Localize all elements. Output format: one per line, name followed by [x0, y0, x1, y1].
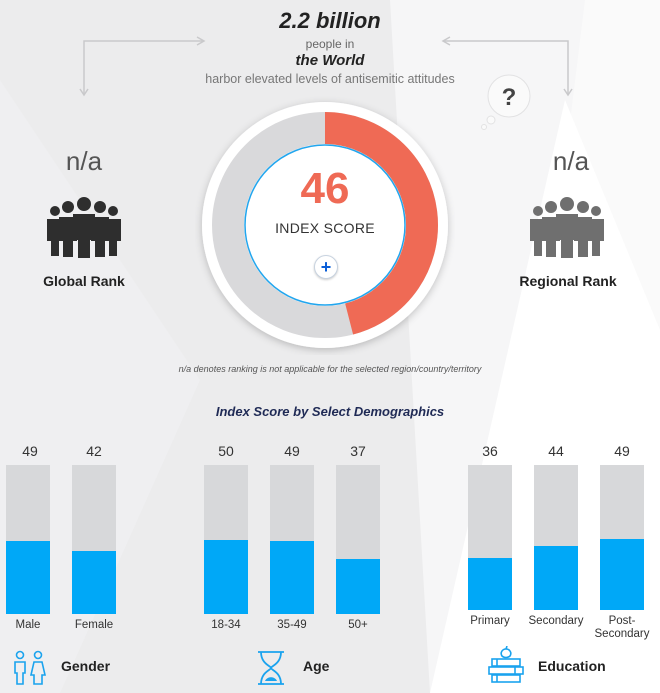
bar-category: Primary — [470, 615, 510, 627]
index-score-value: 46 — [300, 164, 350, 213]
bar-track-18-34 — [204, 465, 248, 614]
plus-icon: + — [320, 257, 332, 277]
bar-value: 50 — [218, 443, 234, 459]
bar-category: Female — [74, 619, 114, 631]
bar-value: 49 — [284, 443, 300, 459]
bar-value: 44 — [548, 443, 564, 459]
bar-value: 37 — [350, 443, 366, 459]
bar-category: Male — [15, 619, 41, 631]
headline-line-1: people in — [305, 37, 355, 51]
bar-track-50-plus — [336, 465, 380, 614]
bar-value: 42 — [86, 443, 102, 459]
bar-fill-female — [72, 551, 116, 614]
group-label-education: Education — [538, 658, 606, 674]
bar-category: 35-49 — [277, 619, 307, 631]
index-score-label: INDEX SCORE — [275, 220, 375, 236]
bar-fill-50-plus — [336, 558, 380, 614]
bar-track-35-49 — [270, 465, 314, 614]
headline-line-2: the World — [295, 52, 365, 69]
donut-score-arc — [324, 112, 438, 335]
bar-category: Post- Secondary — [594, 615, 650, 641]
global-rank-label: Global Rank — [43, 273, 125, 289]
global-rank-value: n/a — [65, 146, 103, 176]
group-label-gender: Gender — [61, 658, 111, 674]
bar-fill-35-49 — [270, 541, 314, 614]
headline-figure: 2.2 billion — [279, 8, 381, 33]
bar-fill-primary — [468, 557, 512, 610]
bar-category: 50+ — [348, 619, 368, 631]
people-group-icon — [530, 197, 604, 258]
question-bubble-icon[interactable]: ? — [478, 72, 538, 132]
regional-rank-value: n/a — [552, 146, 590, 176]
expand-score-button[interactable]: + — [314, 255, 338, 279]
right-connector-arrow — [441, 36, 573, 97]
people-group-icon — [47, 197, 121, 258]
graduation-books-icon — [488, 646, 524, 683]
bar-category: Secondary — [528, 615, 584, 627]
regional-rank-label: Regional Rank — [519, 273, 617, 289]
bar-category: 18-34 — [211, 619, 241, 631]
bar-track-secondary — [534, 465, 578, 610]
ranking-note: n/a denotes ranking is not applicable fo… — [178, 364, 482, 374]
bar-value: 49 — [614, 443, 630, 459]
bar-value: 36 — [482, 443, 498, 459]
group-label-age: Age — [303, 658, 330, 674]
left-connector-arrow — [79, 36, 206, 97]
bar-fill-secondary — [534, 546, 578, 610]
bar-fill-18-34 — [204, 539, 248, 614]
bar-track-male — [6, 465, 50, 614]
demographics-title: Index Score by Select Demographics — [215, 404, 445, 419]
bar-track-primary — [468, 465, 512, 610]
question-mark-glyph: ? — [502, 84, 517, 111]
bar-track-post-secondary — [600, 465, 644, 610]
bar-fill-male — [6, 541, 50, 614]
bar-fill-post-secondary — [600, 538, 644, 610]
bar-track-female — [72, 465, 116, 614]
bar-value: 49 — [22, 443, 38, 459]
hourglass-icon — [258, 651, 284, 685]
headline-line-3: harbor elevated levels of antisemitic at… — [205, 72, 455, 86]
male-female-icon — [14, 650, 46, 685]
index-score-donut — [202, 102, 448, 348]
